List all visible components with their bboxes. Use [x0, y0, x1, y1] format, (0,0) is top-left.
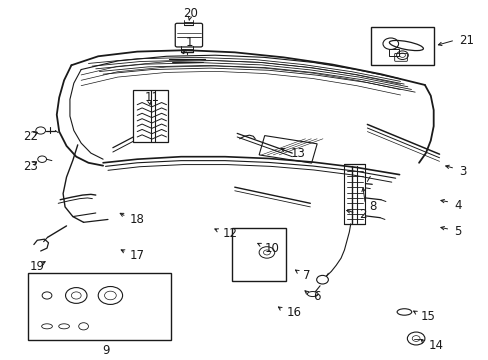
- Text: 5: 5: [453, 225, 461, 238]
- Text: 23: 23: [23, 160, 38, 173]
- Text: 7: 7: [303, 269, 310, 282]
- Text: 9: 9: [102, 344, 109, 357]
- Text: 15: 15: [420, 310, 435, 323]
- Text: 8: 8: [368, 201, 375, 213]
- Text: 21: 21: [458, 33, 473, 47]
- Text: 2: 2: [358, 208, 366, 221]
- Bar: [259, 136, 317, 163]
- Text: 6: 6: [312, 290, 320, 303]
- Text: 1: 1: [186, 36, 193, 49]
- Text: 17: 17: [130, 249, 144, 262]
- Text: 12: 12: [222, 227, 237, 240]
- Bar: [388, 49, 398, 56]
- Text: 18: 18: [130, 213, 144, 226]
- Bar: [27, 273, 171, 339]
- Text: 20: 20: [183, 7, 198, 20]
- Text: 10: 10: [264, 242, 279, 255]
- Text: 4: 4: [453, 199, 461, 212]
- Text: 13: 13: [290, 147, 305, 159]
- Text: 16: 16: [286, 306, 301, 319]
- Text: 3: 3: [458, 165, 466, 177]
- Text: 22: 22: [23, 130, 39, 144]
- Bar: [133, 90, 168, 142]
- Text: 19: 19: [30, 260, 45, 273]
- Text: 14: 14: [428, 339, 443, 352]
- Bar: [370, 27, 433, 65]
- Bar: [232, 228, 285, 281]
- Text: 11: 11: [144, 91, 159, 104]
